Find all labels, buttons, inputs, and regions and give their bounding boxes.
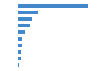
Bar (18, 37, 22, 41)
Bar (18, 57, 21, 60)
Bar (18, 24, 30, 27)
Bar (18, 17, 32, 21)
Bar (18, 63, 19, 67)
Bar (18, 44, 22, 47)
Bar (18, 30, 25, 34)
Bar (18, 11, 38, 14)
Bar (18, 50, 21, 54)
Bar (18, 4, 88, 8)
